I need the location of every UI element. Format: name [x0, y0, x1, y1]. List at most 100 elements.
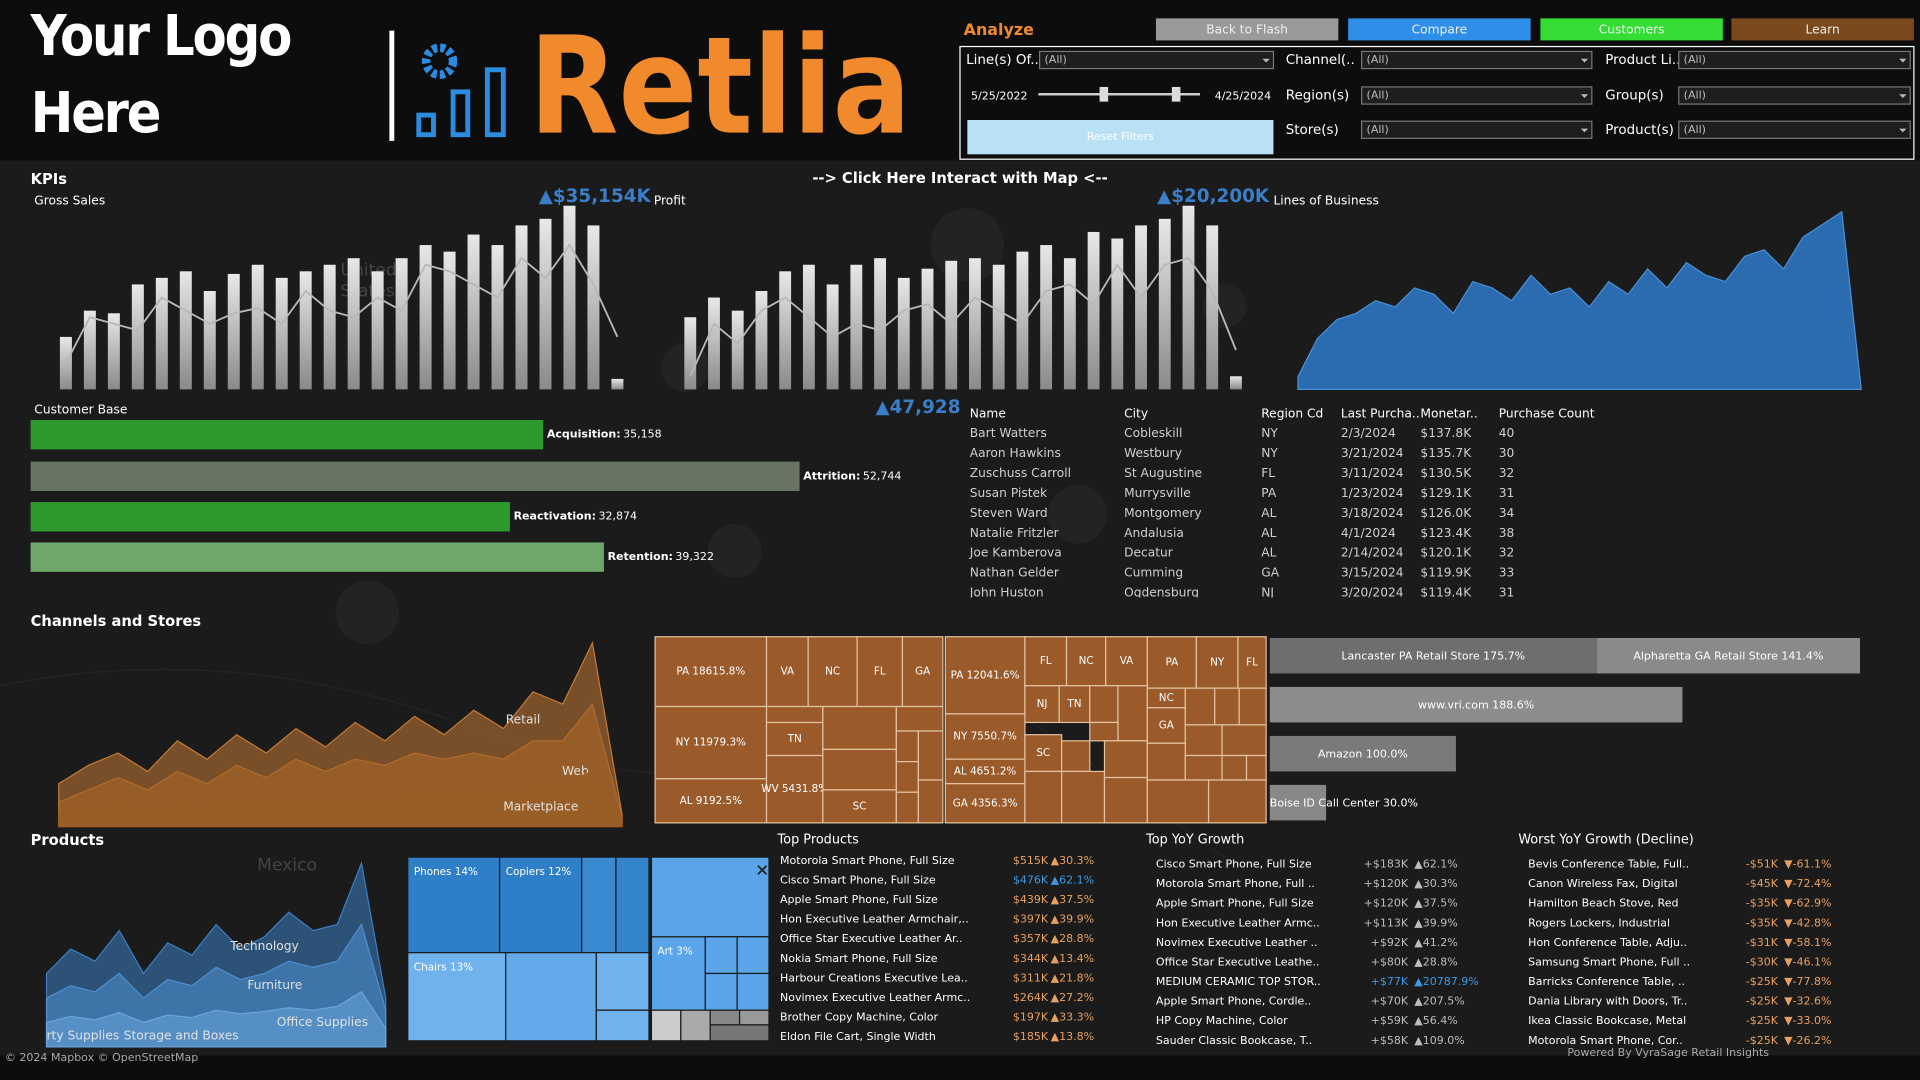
kpi-bar — [347, 258, 360, 390]
treemap-tile — [1184, 687, 1216, 726]
kpi-bar — [227, 273, 240, 390]
treemap-tile — [1024, 770, 1063, 824]
treemap-tile — [704, 936, 738, 975]
series-label: rty Supplies — [47, 1028, 120, 1042]
customer-bar — [30, 502, 510, 532]
list-name: Motorola Smart Phone, Cor.. — [1528, 1034, 1683, 1047]
table-cell: Montgomery — [1124, 506, 1202, 520]
series-label: Web — [562, 764, 589, 778]
treemap-tile — [1061, 770, 1106, 824]
list-growth: ▲207.5% — [1414, 995, 1464, 1008]
list-growth: ▲28.8% — [1051, 932, 1094, 945]
date-slider-handle[interactable] — [1099, 86, 1109, 102]
list-value: +$120K — [1364, 897, 1409, 910]
treemap-tile — [1207, 779, 1267, 824]
table-cell: AL — [1261, 546, 1276, 560]
table-cell: 2/14/2024 — [1341, 546, 1404, 560]
treemap-tile — [1103, 740, 1148, 779]
table-cell: 38 — [1499, 526, 1515, 540]
list-growth: ▲33.3% — [1051, 1011, 1094, 1024]
list-growth: ▲21.8% — [1051, 971, 1094, 984]
kpi-bar — [515, 225, 528, 390]
filter-dropdown[interactable] — [1678, 120, 1911, 139]
list-name: Bevis Conference Table, Full.. — [1528, 857, 1689, 870]
list-name: Office Star Executive Leathe.. — [1156, 955, 1319, 968]
list-growth: ▲30.3% — [1051, 854, 1094, 867]
filter-dropdown[interactable] — [1361, 50, 1593, 70]
treemap-tile — [1089, 685, 1119, 724]
kpi-bar — [251, 264, 264, 390]
list-title: Top Products — [777, 833, 860, 848]
series-label: Furniture — [247, 978, 302, 992]
list-growth: ▼-62.9% — [1784, 897, 1831, 910]
treemap-tile — [901, 636, 944, 708]
filter-dropdown[interactable] — [1361, 120, 1593, 139]
reset-button[interactable] — [967, 120, 1274, 155]
nav-button[interactable] — [1731, 18, 1914, 41]
treemap-label: FL — [1040, 655, 1052, 667]
date-slider-handle[interactable] — [1171, 86, 1181, 102]
list-value: -$51K — [1746, 857, 1779, 870]
segment-name: Attrition: — [803, 469, 860, 482]
treemap-label: TN — [1066, 698, 1081, 710]
table-cell: Westbury — [1124, 446, 1182, 460]
treemap-tile — [1238, 687, 1267, 726]
list-value: -$35K — [1746, 916, 1779, 929]
list-name: Hon Conference Table, Adju.. — [1528, 936, 1687, 949]
table-cell: Andalusia — [1124, 526, 1184, 540]
filter-label: Product Li.. — [1605, 53, 1680, 68]
filter-label: Product(s) — [1605, 123, 1674, 138]
kpi-bar — [587, 225, 600, 390]
treemap-tile — [736, 972, 770, 1011]
table-cell: $129.1K — [1420, 486, 1472, 500]
table-cell: 3/15/2024 — [1341, 566, 1404, 580]
treemap-tile — [709, 1009, 741, 1026]
treemap-tile — [1245, 754, 1267, 781]
treemap-tile — [1058, 685, 1091, 724]
treemap-tile — [917, 779, 944, 824]
dropdown-arrow — [1899, 94, 1907, 98]
list-growth: ▼-61.1% — [1784, 857, 1831, 870]
table-cell: 31 — [1499, 486, 1515, 500]
nav-button-label: Customers — [1599, 23, 1665, 37]
table-header: Region Cd — [1261, 406, 1323, 420]
kpi-label: Gross Sales — [34, 193, 105, 207]
treemap-tile — [505, 952, 597, 1042]
treemap-tile — [1214, 687, 1240, 726]
table-cell: 40 — [1499, 426, 1515, 440]
customer-bar-label: Acquisition: 35,158 — [547, 428, 662, 441]
nav-button[interactable] — [1348, 18, 1531, 41]
list-growth: ▲41.2% — [1414, 936, 1457, 949]
filter-value: (All) — [1684, 89, 1706, 102]
filter-dropdown[interactable] — [1361, 86, 1593, 105]
table-cell: 32 — [1499, 546, 1515, 560]
dropdown-arrow — [1580, 58, 1589, 63]
kpi-bar — [708, 297, 720, 390]
close-icon[interactable] — [757, 865, 768, 875]
filter-dropdown[interactable] — [1038, 50, 1275, 70]
table-cell: Bart Watters — [970, 426, 1047, 440]
nav-button[interactable] — [1540, 18, 1723, 41]
list-value: $357K — [1013, 932, 1049, 945]
table-cell: Zuschuss Carroll — [970, 466, 1071, 480]
table-header: Purchase Count — [1499, 406, 1595, 420]
customer-bar-label: Retention: 39,322 — [608, 550, 714, 563]
nav-button[interactable] — [1155, 18, 1339, 41]
kpi-bar — [323, 264, 336, 390]
table-cell: $120.1K — [1420, 546, 1472, 560]
filter-dropdown[interactable] — [1678, 50, 1911, 70]
table-cell: Steven Ward — [970, 506, 1048, 520]
treemap-tile — [1146, 707, 1186, 744]
list-growth: ▼-72.4% — [1784, 877, 1831, 890]
filter-panel — [959, 45, 1915, 160]
treemap-tile — [1117, 685, 1148, 742]
treemap-tile — [1105, 636, 1148, 687]
kpi-bar — [131, 284, 144, 390]
list-growth: ▲37.5% — [1414, 897, 1457, 910]
treemap-tile — [822, 705, 897, 750]
treemap-tile — [1221, 754, 1248, 781]
treemap-label: NC — [1079, 655, 1094, 667]
kpi-bar — [179, 271, 192, 390]
filter-dropdown[interactable] — [1678, 86, 1911, 105]
